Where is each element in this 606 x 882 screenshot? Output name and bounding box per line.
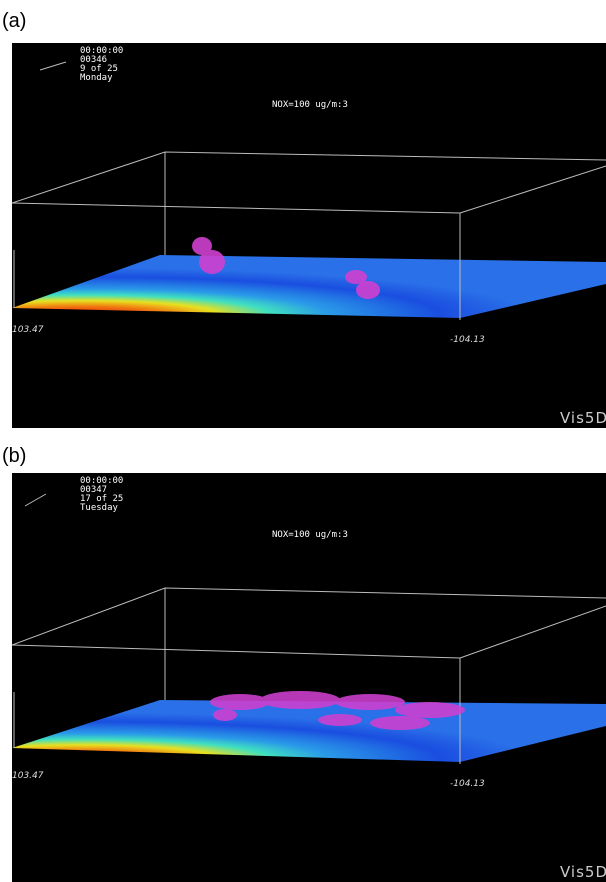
panel-a: (a) 00:00:00 00346 9 of 25 Monda <box>2 10 606 428</box>
longitude-left: 103.47 <box>12 771 44 781</box>
logo: Vis5D <box>560 863 606 881</box>
bounding-box <box>12 61 606 320</box>
longitude-right: -104.13 <box>450 779 485 789</box>
isosurface <box>192 237 380 299</box>
logo: Vis5D <box>560 409 606 427</box>
date: 00346 <box>80 55 107 65</box>
isosurface <box>210 691 465 730</box>
weekday: Monday <box>80 73 113 83</box>
viewport <box>12 473 606 882</box>
panel-label: (a) <box>2 10 26 32</box>
longitude-left: 103.47 <box>12 325 44 335</box>
step: 17 of 25 <box>80 494 123 504</box>
time: 00:00:00 <box>80 46 123 56</box>
ground-plane <box>12 700 606 762</box>
time: 00:00:00 <box>80 476 123 486</box>
panel-b: (b) 00:00:00 0034 <box>2 445 606 882</box>
step: 9 of 25 <box>80 64 118 74</box>
date: 00347 <box>80 485 107 495</box>
weekday: Tuesday <box>80 503 119 513</box>
longitude-right: -104.13 <box>450 335 485 345</box>
ground-plane <box>12 255 606 318</box>
variable: NOX=100 ug/m:3 <box>272 530 348 540</box>
panel-label: (b) <box>2 445 26 467</box>
bounding-box <box>12 493 606 764</box>
variable: NOX=100 ug/m:3 <box>272 100 348 110</box>
viewport <box>12 43 606 428</box>
